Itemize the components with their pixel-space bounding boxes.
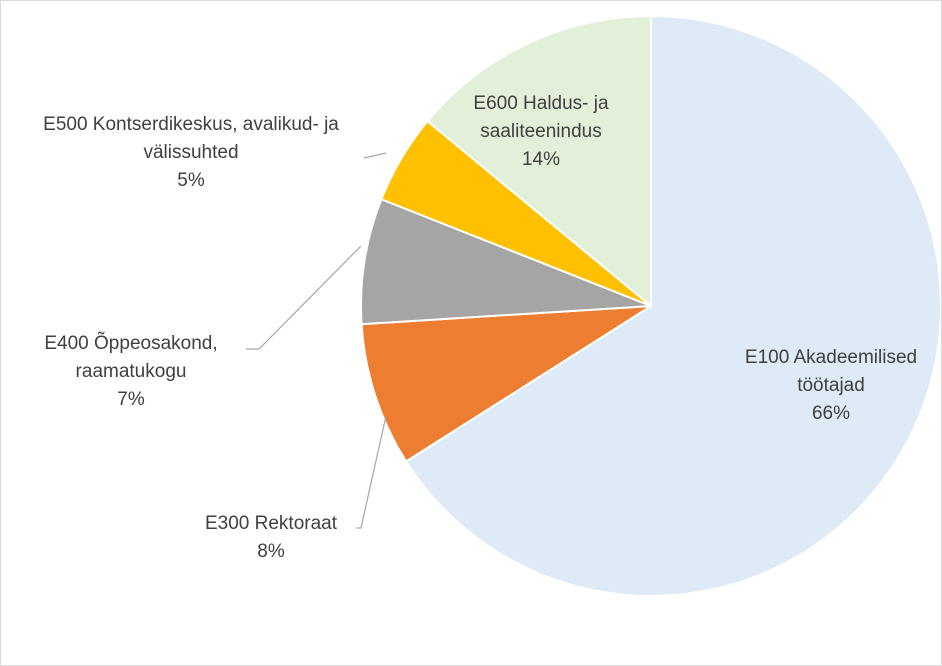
leader-line xyxy=(363,152,387,159)
value-label: 7% xyxy=(117,389,145,410)
leader-line xyxy=(246,245,362,350)
pie-slice xyxy=(360,305,652,463)
data-label: E300 Rektoraat 8% xyxy=(181,510,361,566)
category-label: E500 Kontserdikeskus, avalikud- ja välis… xyxy=(43,114,339,163)
value-label: 5% xyxy=(177,170,205,191)
pie-slice xyxy=(404,14,941,597)
data-label: E600 Haldus- ja saaliteenindus 14% xyxy=(441,90,641,174)
category-label: E600 Haldus- ja saaliteenindus xyxy=(473,93,609,142)
leader-line xyxy=(356,415,387,529)
category-label: E100 Akadeemilised töötajad xyxy=(744,347,918,396)
data-label: E100 Akadeemilised töötajad 66% xyxy=(711,344,941,428)
value-label: 8% xyxy=(257,541,285,562)
data-label: E500 Kontserdikeskus, avalikud- ja välis… xyxy=(11,111,371,195)
category-label: E400 Õppeosakond, raamatukogu xyxy=(44,333,218,382)
value-label: 14% xyxy=(521,149,561,170)
data-label: E400 Õppeosakond, raamatukogu 7% xyxy=(6,330,256,414)
pie-slice xyxy=(426,14,652,309)
category-label: E300 Rektoraat xyxy=(204,513,338,534)
value-label: 66% xyxy=(811,403,851,424)
pie-slice xyxy=(360,197,652,326)
